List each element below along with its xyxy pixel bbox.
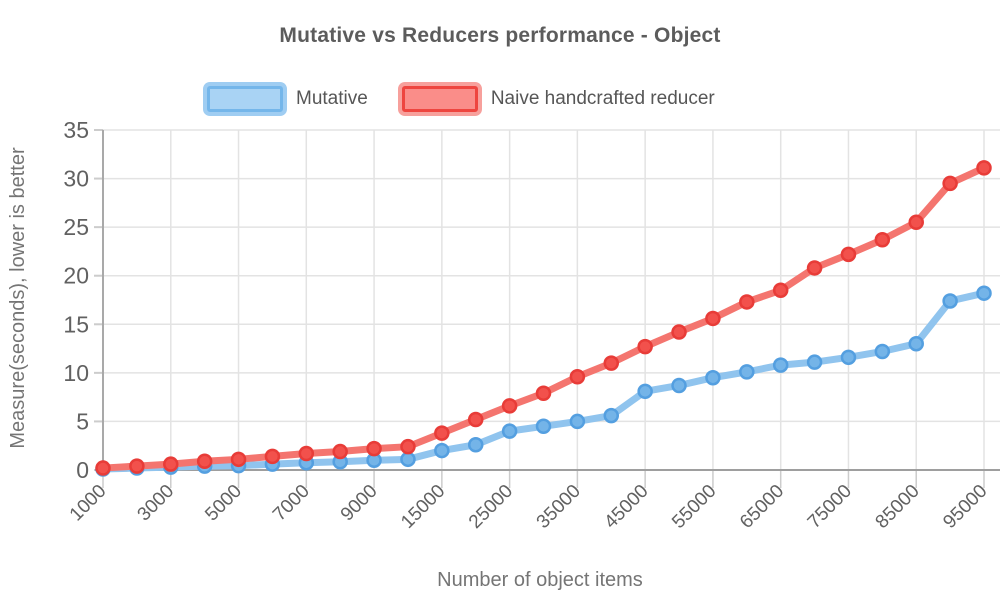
x-tick-label: 1000: [66, 481, 111, 526]
data-point-reducer[interactable]: [603, 355, 620, 371]
chart-title: Mutative vs Reducers performance - Objec…: [279, 24, 721, 47]
data-point-mutative[interactable]: [501, 423, 518, 439]
data-point-reducer[interactable]: [840, 246, 857, 263]
data-point-reducer[interactable]: [264, 448, 281, 465]
data-point-reducer[interactable]: [501, 398, 518, 414]
data-point-mutative[interactable]: [569, 413, 586, 430]
x-tick-label: 65000: [736, 481, 788, 533]
data-point-reducer[interactable]: [298, 445, 315, 462]
data-point-reducer[interactable]: [535, 385, 552, 402]
data-point-reducer[interactable]: [806, 260, 823, 276]
data-point-mutative[interactable]: [739, 364, 755, 380]
data-point-reducer[interactable]: [467, 411, 484, 428]
x-tick-label: 3000: [134, 481, 179, 526]
data-point-reducer[interactable]: [569, 368, 586, 385]
data-point-mutative[interactable]: [434, 442, 450, 459]
data-point-reducer[interactable]: [705, 310, 721, 327]
legend-label-reducer: Naive handcrafted reducer: [490, 88, 715, 109]
y-tick-label: 20: [63, 263, 89, 289]
data-point-mutative[interactable]: [874, 343, 891, 360]
y-tick-label: 5: [76, 408, 89, 434]
data-point-reducer[interactable]: [129, 458, 145, 474]
data-point-reducer[interactable]: [772, 282, 789, 299]
data-point-reducer[interactable]: [434, 425, 450, 441]
data-point-mutative[interactable]: [535, 418, 552, 435]
y-tick-label: 30: [63, 166, 89, 192]
x-tick-label: 25000: [465, 481, 517, 533]
data-point-mutative[interactable]: [908, 335, 924, 352]
x-tick-label: 15000: [397, 481, 449, 533]
y-tick-label: 0: [76, 457, 89, 483]
data-point-reducer[interactable]: [942, 175, 958, 192]
x-tick-label: 85000: [872, 481, 924, 533]
data-point-reducer[interactable]: [874, 232, 891, 248]
x-tick-label: 45000: [600, 481, 652, 533]
data-point-reducer[interactable]: [332, 443, 348, 460]
data-point-mutative[interactable]: [705, 369, 721, 386]
y-tick-label: 35: [63, 117, 89, 143]
reducer-swatch-icon: [401, 86, 478, 112]
data-point-mutative[interactable]: [467, 436, 484, 453]
legend: Mutative Naive handcrafted reducer: [207, 86, 715, 112]
data-point-reducer[interactable]: [366, 440, 382, 457]
data-point-reducer[interactable]: [230, 451, 247, 468]
x-tick-label: 35000: [533, 481, 585, 533]
data-point-mutative[interactable]: [976, 285, 992, 301]
series-line-mutative: [99, 289, 988, 473]
data-point-reducer[interactable]: [196, 453, 213, 470]
y-tick-label: 10: [63, 360, 89, 386]
data-point-reducer[interactable]: [95, 460, 111, 476]
x-tick-label: 9000: [337, 481, 382, 526]
data-point-mutative[interactable]: [637, 383, 653, 400]
data-point-mutative[interactable]: [671, 377, 687, 394]
legend-item-mutative[interactable]: Mutative: [207, 86, 368, 112]
data-point-reducer[interactable]: [739, 294, 755, 310]
data-point-reducer[interactable]: [908, 214, 924, 231]
data-point-reducer[interactable]: [163, 456, 179, 472]
legend-label-mutative: Mutative: [296, 88, 368, 109]
y-tick-label: 15: [63, 311, 89, 337]
x-tick-label: 95000: [939, 481, 991, 533]
data-point-reducer[interactable]: [400, 438, 416, 455]
x-tick-label: 75000: [804, 481, 856, 533]
data-point-mutative[interactable]: [603, 407, 620, 424]
x-tick-label: 5000: [201, 481, 246, 526]
data-point-mutative[interactable]: [840, 349, 857, 366]
data-point-reducer[interactable]: [976, 160, 992, 176]
data-point-mutative[interactable]: [942, 293, 958, 309]
data-point-mutative[interactable]: [772, 357, 789, 373]
mutative-swatch-icon: [207, 86, 283, 112]
x-tick-label: 55000: [668, 481, 720, 533]
data-point-reducer[interactable]: [671, 324, 687, 340]
data-point-mutative[interactable]: [806, 354, 823, 370]
data-point-reducer[interactable]: [637, 338, 653, 355]
data-point-mutative[interactable]: [400, 451, 416, 468]
legend-item-reducer[interactable]: Naive handcrafted reducer: [401, 86, 715, 112]
y-axis-title: Measure(seconds), lower is better: [7, 147, 29, 449]
x-tick-label: 7000: [269, 481, 314, 526]
y-tick-label: 25: [63, 214, 89, 240]
x-axis-title: Number of object items: [437, 569, 643, 591]
